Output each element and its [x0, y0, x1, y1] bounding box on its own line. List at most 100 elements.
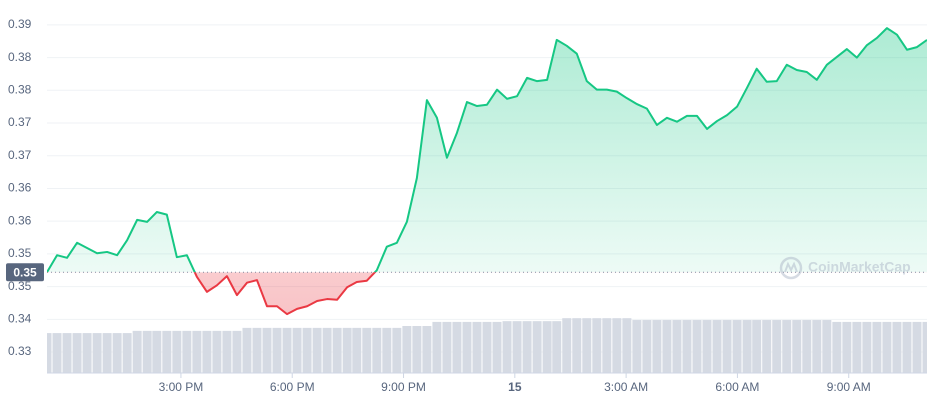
volume-bar	[292, 327, 302, 373]
volume-bar	[362, 327, 372, 373]
volume-bar	[552, 321, 562, 373]
volume-bar	[382, 327, 392, 373]
volume-bar	[622, 318, 632, 373]
volume-bar	[412, 326, 422, 373]
volume-bar	[902, 321, 912, 373]
volume-bar	[132, 330, 142, 373]
volume-bar	[142, 330, 152, 373]
volume-bar	[442, 321, 452, 373]
volume-bar	[692, 320, 702, 373]
volume-bar	[842, 321, 852, 373]
volume-bar	[302, 327, 312, 373]
volume-bar	[462, 321, 472, 373]
volume-bar	[122, 333, 132, 373]
volume-bar	[272, 327, 282, 373]
volume-bar	[72, 333, 82, 373]
volume-bar	[452, 321, 462, 373]
volume-bar	[332, 327, 342, 373]
volume-bar	[562, 318, 572, 373]
watermark-group: CoinMarketCap	[779, 256, 911, 280]
x-tick-label: 9:00 PM	[381, 380, 426, 394]
y-tick-label: 0.37	[8, 115, 32, 129]
volume-bar	[102, 333, 112, 373]
volume-bar	[682, 320, 692, 373]
volume-bar	[342, 327, 352, 373]
volume-bar	[472, 321, 482, 373]
area-up	[47, 28, 927, 273]
volume-bar	[402, 326, 412, 373]
volume-bar	[832, 321, 842, 373]
volume-bar	[742, 320, 752, 373]
volume-bar	[152, 330, 162, 373]
volume-bar	[502, 321, 512, 373]
price-line-up	[47, 27, 927, 273]
volume-bar	[47, 333, 52, 373]
reference-label-box	[6, 263, 44, 282]
volume-bar	[532, 321, 542, 373]
volume-bar	[862, 321, 872, 373]
volume-bar	[732, 320, 742, 373]
volume-bar	[282, 327, 292, 373]
volume-bar	[172, 330, 182, 373]
volume-bar	[652, 320, 662, 373]
watermark-logo	[784, 261, 798, 273]
volume-bar	[62, 333, 72, 373]
volume-bar	[752, 320, 762, 373]
y-tick-label: 0.35	[8, 279, 32, 293]
volume-bar	[892, 321, 902, 373]
volume-bar	[612, 318, 622, 373]
volume-bar	[872, 321, 882, 373]
volume-bar	[812, 320, 822, 373]
volume-bar	[392, 327, 402, 373]
x-tick-label: 6:00 PM	[270, 380, 315, 394]
volume-bar	[422, 326, 432, 373]
volume-bar	[542, 321, 552, 373]
volume-bar	[802, 320, 812, 373]
volume-bar	[92, 333, 102, 373]
price	[47, 27, 927, 316]
volume-bar	[582, 318, 592, 373]
reference-label: 0.35	[13, 265, 37, 279]
volume-bar	[912, 321, 922, 373]
volume-bar	[722, 320, 732, 373]
volume-bar	[512, 321, 522, 373]
y-tick-label: 0.38	[8, 82, 32, 96]
y-tick-label: 0.36	[8, 213, 32, 227]
volume-bar	[202, 330, 212, 373]
volume-bar	[522, 321, 532, 373]
volume-bars	[47, 318, 927, 373]
volume-bar	[482, 321, 492, 373]
x-tick-label: 6:00 AM	[715, 380, 759, 394]
volume-bar	[572, 318, 582, 373]
volume-bar	[852, 321, 862, 373]
volume-bar	[162, 330, 172, 373]
y-tick-label: 0.38	[8, 50, 32, 64]
y-tick-label: 0.33	[8, 344, 32, 358]
volume-bar	[882, 321, 892, 373]
volume-bar	[712, 320, 722, 373]
volume-bar	[792, 320, 802, 373]
volume-bar	[192, 330, 202, 373]
volume-bar	[822, 320, 832, 373]
volume-bar	[782, 320, 792, 373]
volume-bar	[772, 320, 782, 373]
y-tick-label: 0.37	[8, 148, 32, 162]
volume-bar	[322, 327, 332, 373]
y-tick-label: 0.39	[8, 17, 32, 31]
volume-bar	[52, 333, 62, 373]
volume-bar	[372, 327, 382, 373]
volume-bar	[922, 321, 927, 373]
volume-bar	[182, 330, 192, 373]
y-tick-label: 0.35	[8, 246, 32, 260]
x-tick-label: 3:00 AM	[604, 380, 648, 394]
volume-bar	[702, 320, 712, 373]
x-tick-label: 9:00 AM	[827, 380, 871, 394]
x-tick-label: 15	[508, 380, 522, 394]
volume-bar	[592, 318, 602, 373]
volume-bar	[262, 327, 272, 373]
volume-bar	[762, 320, 772, 373]
watermark-logo	[779, 256, 803, 280]
volume-bar	[312, 327, 322, 373]
